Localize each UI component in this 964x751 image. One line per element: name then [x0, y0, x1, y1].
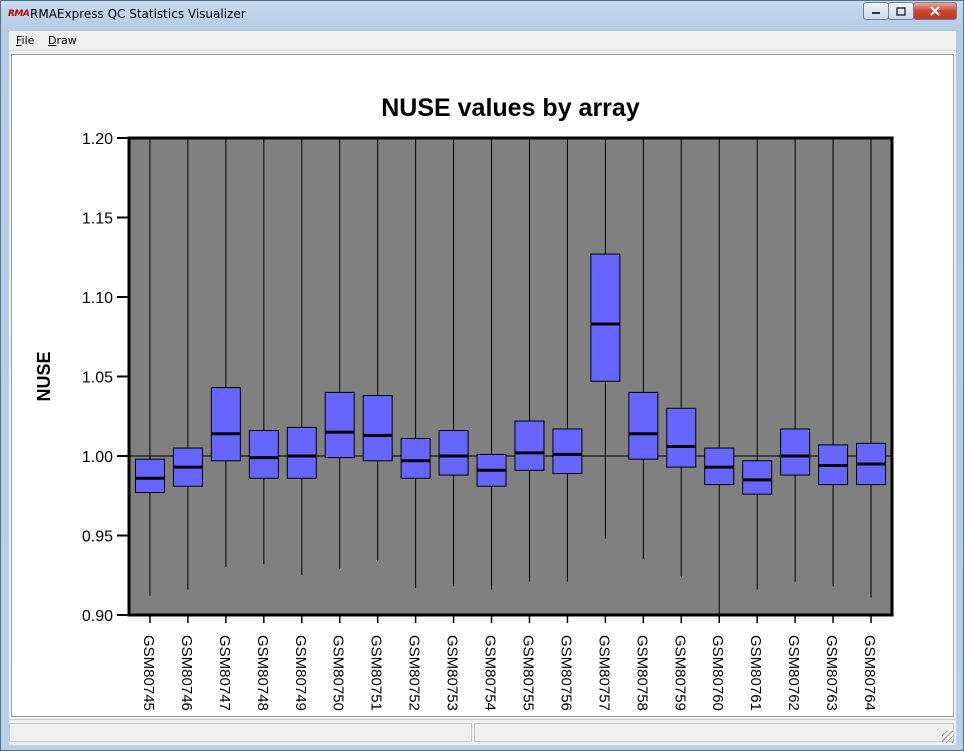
status-pane-left	[9, 723, 472, 742]
y-tick-label: 1.05	[82, 370, 113, 387]
x-tick-label: GSM80764	[861, 635, 878, 711]
x-tick-label: GSM80748	[254, 635, 271, 711]
menu-file[interactable]: File	[16, 34, 35, 47]
chart-canvas: NUSE values by array NUSE 0.90 0.95 1.00 1.05…	[11, 54, 954, 717]
x-tick-label: GSM80753	[444, 635, 461, 711]
x-tick-label: GSM80745	[140, 635, 157, 711]
x-tick-label: GSM80749	[292, 635, 309, 711]
box	[248, 430, 279, 479]
x-tick-label: GSM80746	[178, 635, 195, 711]
box	[666, 407, 697, 468]
box	[134, 458, 165, 494]
x-tick-label: GSM80761	[747, 635, 764, 711]
box	[210, 387, 241, 462]
box	[780, 428, 811, 476]
client-area: NUSE values by array NUSE 0.90 0.95 1.00 1.05…	[9, 51, 956, 719]
box	[590, 253, 621, 382]
box	[438, 430, 469, 476]
status-bar	[9, 719, 956, 745]
box	[552, 428, 583, 474]
y-tick-label: 1.10	[82, 290, 113, 307]
y-tick-label: 1.20	[82, 131, 113, 148]
box	[400, 438, 431, 479]
chart-title: NUSE values by array	[381, 94, 640, 122]
rma-logo-icon: RMA	[8, 9, 30, 19]
status-pane-right	[474, 723, 954, 742]
menu-bar: File Draw	[9, 31, 956, 51]
x-tick-label: GSM80762	[785, 635, 802, 711]
x-tick-label: GSM80760	[709, 635, 726, 711]
box	[362, 395, 393, 462]
close-button[interactable]	[913, 2, 957, 20]
x-tick-label: GSM80754	[482, 635, 499, 711]
close-icon	[930, 6, 940, 16]
x-tick-label: GSM80755	[519, 635, 536, 711]
plot-area	[129, 138, 892, 615]
x-tick-label: GSM80751	[368, 635, 385, 711]
x-tick-label: GSM80758	[633, 635, 650, 711]
y-tick-label: 0.90	[82, 608, 113, 625]
caption-buttons	[863, 2, 957, 22]
x-tick-label: GSM80752	[406, 635, 423, 711]
box	[628, 391, 659, 460]
maximize-icon	[896, 6, 906, 16]
x-tick-label: GSM80763	[823, 635, 840, 711]
y-tick-label: 0.95	[82, 529, 113, 546]
box	[286, 426, 317, 479]
maximize-button[interactable]	[888, 2, 914, 20]
plot-frame	[127, 136, 894, 617]
nuse-boxplot-chart: NUSE values by array NUSE 0.90 0.95 1.00 1.05…	[34, 94, 894, 711]
box	[324, 391, 355, 459]
box	[742, 460, 773, 495]
x-tick-label: GSM80747	[216, 635, 233, 711]
x-tick-label: GSM80757	[595, 635, 612, 711]
window-title: RMAExpress QC Statistics Visualizer	[30, 7, 246, 21]
y-tick-label: 1.15	[82, 211, 113, 228]
minimize-icon	[872, 12, 880, 14]
box	[514, 420, 545, 471]
y-tick-label: 1.00	[82, 449, 113, 466]
title-bar[interactable]: RMA RMAExpress QC Statistics Visualizer	[1, 1, 963, 31]
menu-draw[interactable]: Draw	[48, 34, 77, 47]
x-tick-label: GSM80750	[330, 635, 347, 711]
x-tick-label: GSM80756	[557, 635, 574, 711]
x-tick-label: GSM80759	[671, 635, 688, 711]
resize-grip[interactable]	[942, 731, 954, 743]
y-axis-label: NUSE	[34, 351, 54, 401]
minimize-button[interactable]	[863, 2, 889, 20]
